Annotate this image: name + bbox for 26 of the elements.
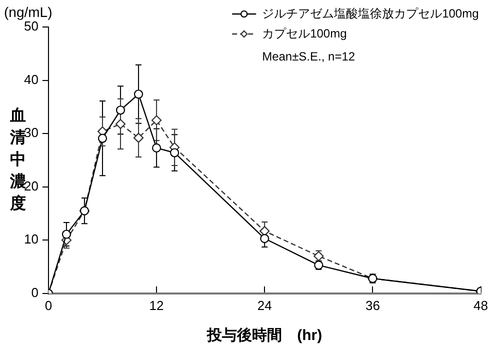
y-tick-label: 50 bbox=[24, 18, 38, 34]
y-tick-label: 0 bbox=[31, 284, 38, 300]
y-tick-label: 40 bbox=[24, 72, 38, 87]
point bbox=[115, 118, 126, 130]
x-tick-label: 48 bbox=[474, 298, 488, 313]
x-tick-label: 24 bbox=[257, 298, 272, 313]
point bbox=[170, 148, 180, 158]
legend-label: カプセル100mg bbox=[262, 26, 347, 40]
point bbox=[62, 230, 72, 239]
y-tick-label: 10 bbox=[24, 232, 38, 247]
x-tick-label: 12 bbox=[149, 298, 164, 313]
point bbox=[98, 134, 108, 143]
y-tick-label: 30 bbox=[24, 125, 38, 140]
legend-label: ジルチアゼム塩酸塩徐放カプセル100mg bbox=[262, 6, 479, 20]
x-axis-title: 投与後時間 (hr) bbox=[206, 327, 322, 344]
y-axis-title: 血清中濃度 bbox=[9, 106, 26, 213]
x-tick-label: 0 bbox=[44, 298, 52, 313]
point bbox=[134, 90, 144, 99]
text: (ng/mL) bbox=[4, 4, 52, 20]
annotation: Mean±S.E., n=12 bbox=[262, 49, 356, 64]
point bbox=[116, 106, 126, 115]
point bbox=[133, 132, 144, 143]
point bbox=[260, 234, 270, 244]
point bbox=[151, 115, 162, 126]
point bbox=[152, 143, 162, 152]
x-tick-label: 36 bbox=[365, 298, 380, 313]
